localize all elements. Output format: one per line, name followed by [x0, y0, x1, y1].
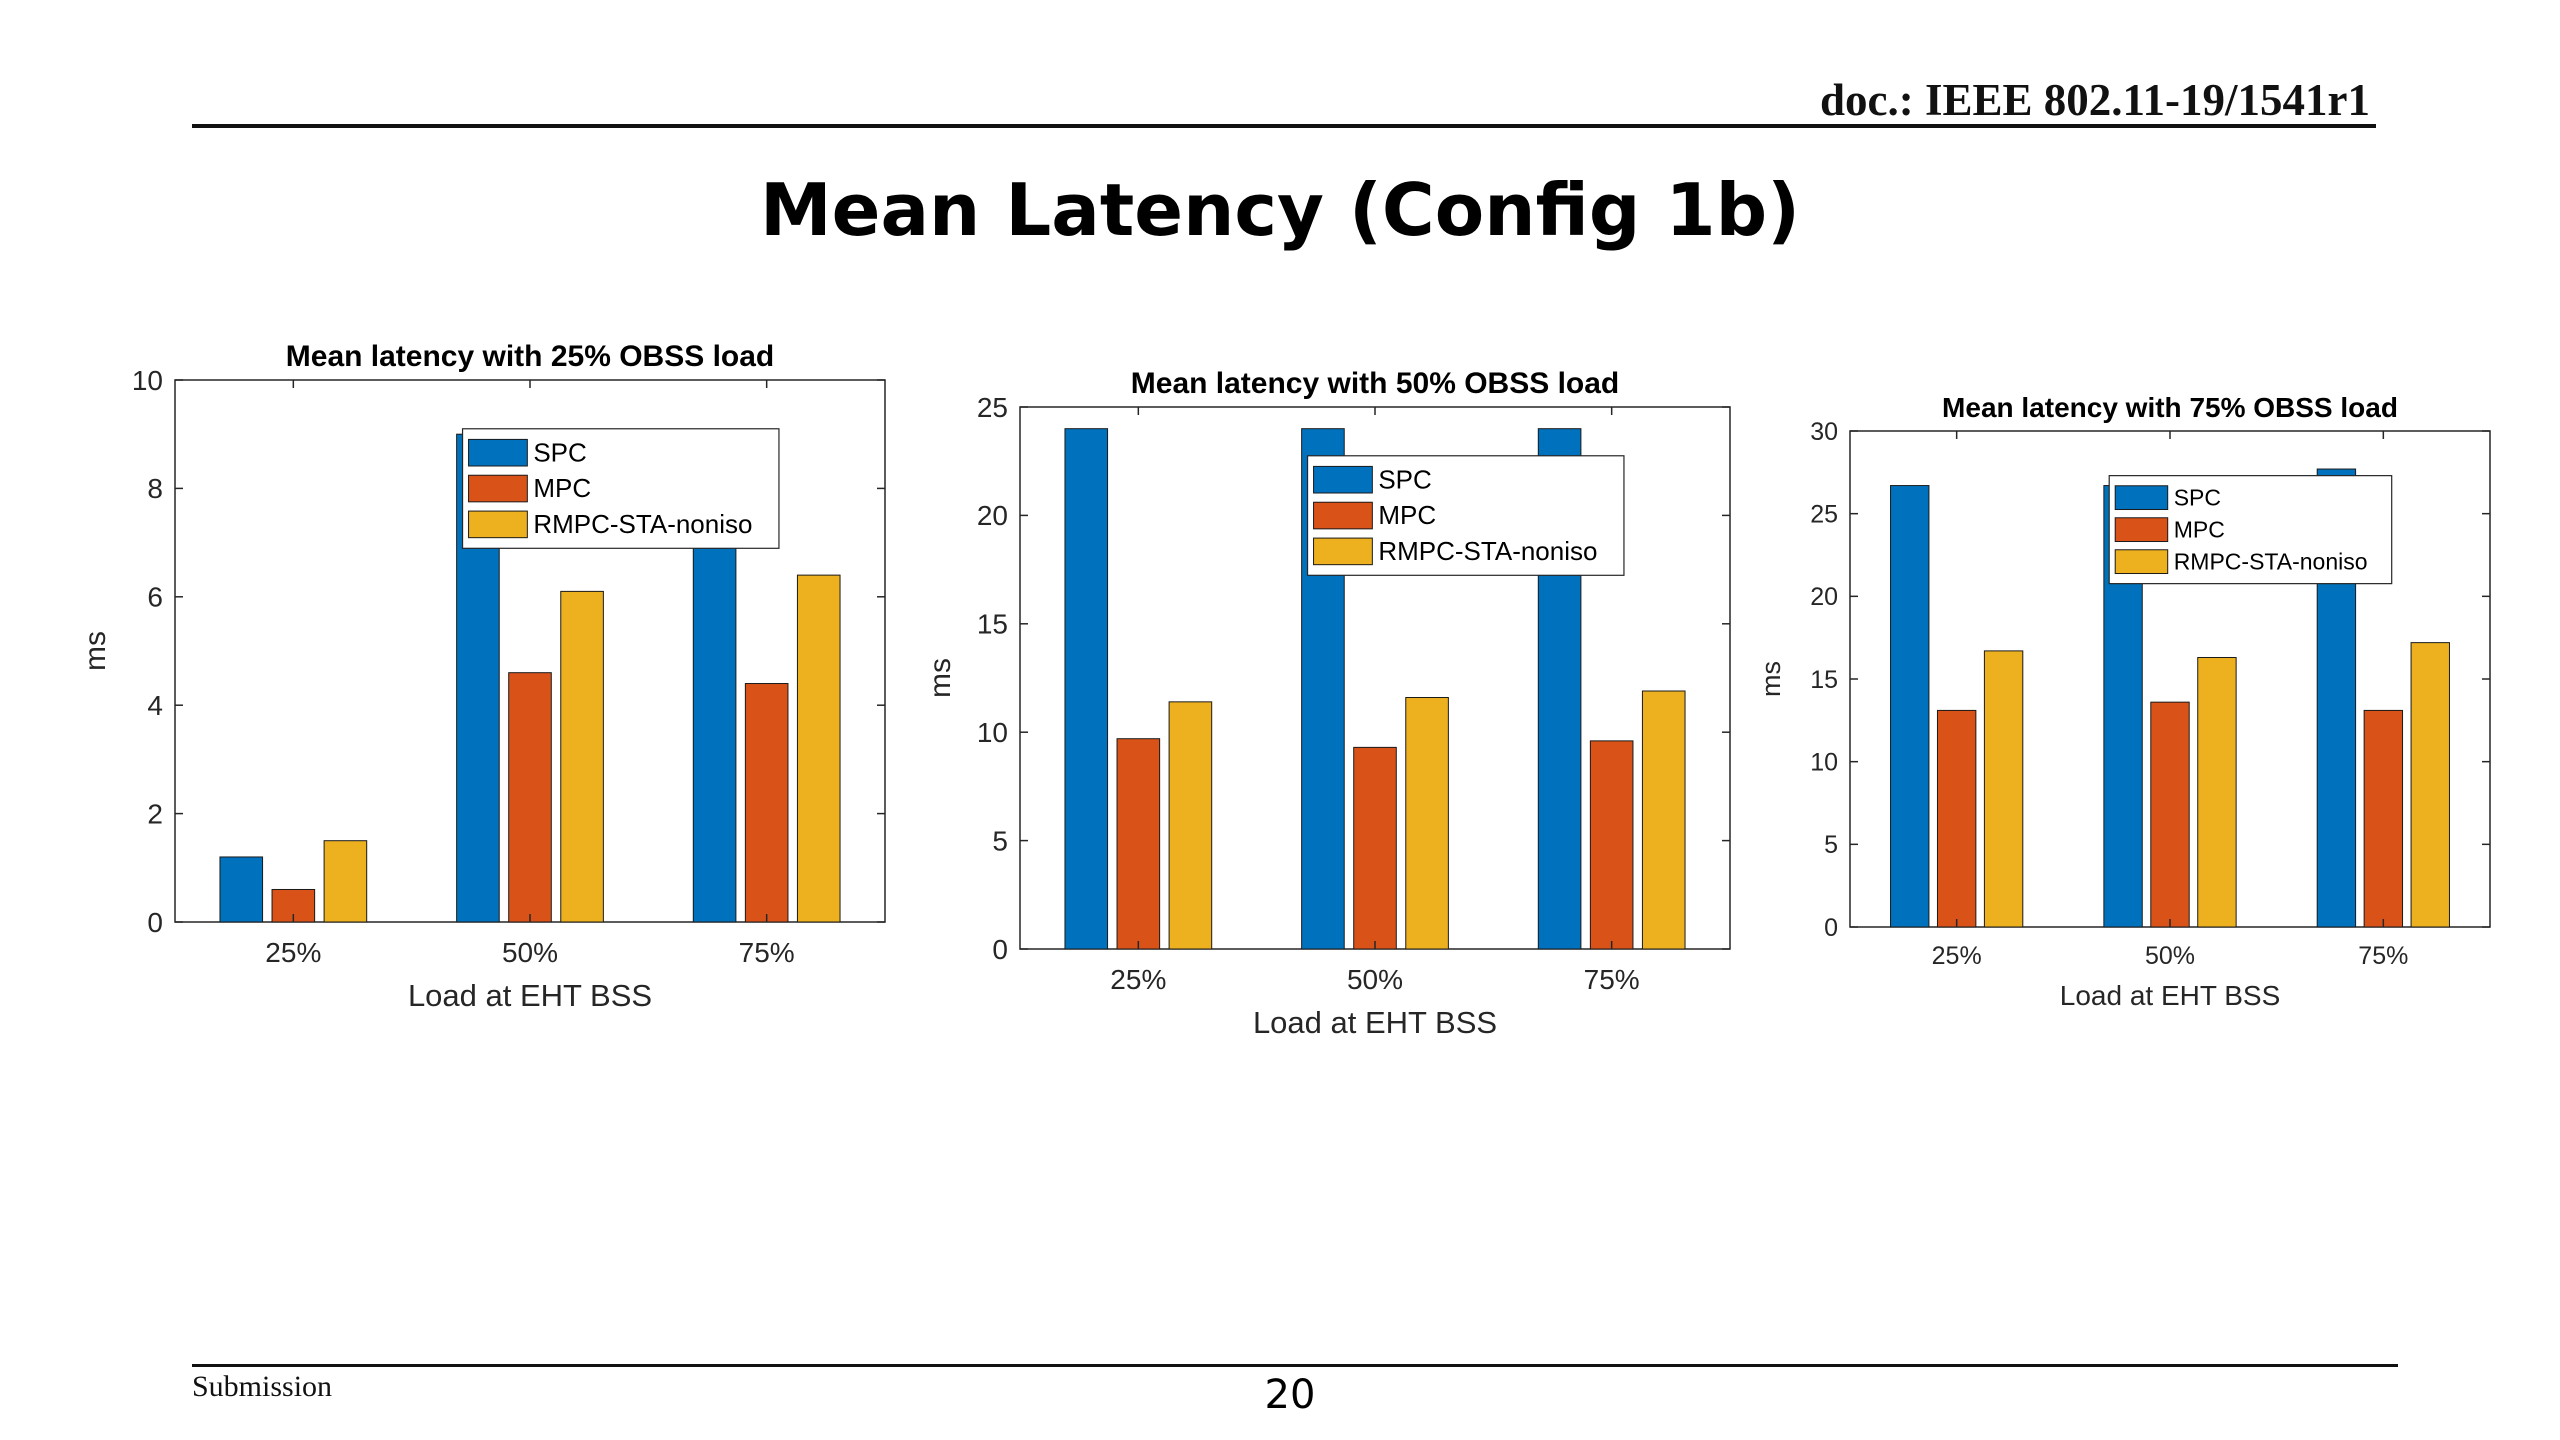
- slide-title: Mean Latency (Config 1b): [759, 168, 1801, 252]
- legend-swatch-rmpc-sta-noniso: [1313, 537, 1373, 566]
- legend-label: SPC: [2174, 484, 2221, 510]
- bar-spc: [219, 856, 264, 923]
- y-tick-label: 25: [977, 392, 1008, 423]
- x-tick-label: 50%: [2145, 942, 2195, 970]
- y-tick-label: 10: [1810, 748, 1838, 776]
- x-tick-label: 25%: [265, 937, 321, 968]
- header-rule: [192, 124, 2376, 128]
- legend-swatch-mpc: [2114, 517, 2169, 543]
- y-tick-label: 20: [1810, 583, 1838, 611]
- y-tick-label: 6: [147, 582, 163, 613]
- bar-spc: [1890, 485, 1930, 928]
- x-axis-label: Load at EHT BSS: [408, 978, 652, 1013]
- bar-mpc: [2363, 709, 2404, 928]
- y-tick-label: 0: [992, 934, 1008, 965]
- legend-swatch-mpc: [1313, 501, 1373, 530]
- bar-mpc: [1936, 709, 1977, 928]
- bar-mpc: [2150, 701, 2190, 928]
- bar-mpc: [1353, 746, 1397, 950]
- legend-label: RMPC-STA-noniso: [1378, 536, 1597, 566]
- footer-submission: Submission: [192, 1370, 333, 1403]
- y-tick-label: 0: [147, 907, 163, 938]
- y-tick-label: 10: [977, 717, 1008, 748]
- bar-rmpc-sta-noniso: [1641, 690, 1686, 950]
- x-tick-label: 75%: [1584, 964, 1640, 995]
- y-tick-label: 15: [977, 609, 1008, 640]
- chart-svg: 0 5 10 15 20 25 25% 50% 75% Mean latency with 50%…: [924, 367, 1731, 1040]
- x-tick-label: 50%: [502, 937, 558, 968]
- legend-swatch-mpc: [468, 474, 528, 503]
- x-tick-label: 50%: [1347, 964, 1403, 995]
- bar-rmpc-sta-noniso: [1168, 701, 1213, 950]
- page-number: 20: [1264, 1372, 1316, 1418]
- bar-rmpc-sta-noniso: [1983, 650, 2024, 928]
- bar-rmpc-sta-noniso: [1405, 697, 1449, 950]
- chart-obss-75: 0 5 10 15 20 25 30 25% 50% 75% Mean latency with 7…: [1756, 385, 2520, 1035]
- doc-id: doc.: IEEE 802.11-19/1541r1: [1819, 75, 2370, 125]
- legend-label: MPC: [2174, 516, 2225, 542]
- legend-label: MPC: [1378, 500, 1436, 530]
- y-tick-label: 20: [977, 500, 1008, 531]
- bar-rmpc-sta-noniso: [560, 590, 604, 923]
- y-tick-label: 15: [1810, 666, 1838, 694]
- bar-spc: [1064, 428, 1109, 950]
- bar-mpc: [744, 683, 789, 923]
- y-axis-label: ms: [924, 658, 957, 698]
- legend-swatch-rmpc-sta-noniso: [468, 510, 528, 539]
- chart-obss-25: 0 2 4 6 8 10 25% 50% 75% Mean latency with 25% OB…: [79, 330, 930, 1030]
- y-tick-label: 5: [992, 825, 1008, 856]
- x-tick-label: 75%: [2358, 942, 2408, 970]
- y-tick-label: 8: [147, 473, 163, 504]
- footer-rule: [192, 1364, 2398, 1367]
- y-tick-label: 2: [147, 798, 163, 829]
- chart-svg: 0 5 10 15 20 25 30 25% 50% 75% Mean latency with 7…: [1756, 392, 2491, 1011]
- legend-label: SPC: [533, 437, 586, 467]
- y-tick-label: 0: [1824, 914, 1838, 942]
- x-tick-label: 75%: [739, 937, 795, 968]
- chart-svg: 0 2 4 6 8 10 25% 50% 75% Mean latency with 25% OB…: [79, 340, 886, 1013]
- bar-rmpc-sta-noniso: [796, 574, 841, 923]
- bar-rmpc-sta-noniso: [2410, 642, 2450, 928]
- bar-rmpc-sta-noniso: [2197, 657, 2237, 928]
- y-tick-label: 25: [1810, 500, 1838, 528]
- y-tick-label: 10: [132, 365, 163, 396]
- legend-label: MPC: [533, 473, 591, 503]
- legend-swatch-spc: [1313, 465, 1373, 494]
- y-axis-label: ms: [1756, 661, 1786, 697]
- y-axis-label: ms: [79, 631, 112, 671]
- y-tick-label: 5: [1824, 831, 1838, 859]
- x-tick-label: 25%: [1110, 964, 1166, 995]
- chart-title: Mean latency with 50% OBSS load: [1131, 367, 1619, 400]
- chart-title: Mean latency with 75% OBSS load: [1942, 392, 2398, 423]
- bar-mpc: [1116, 738, 1161, 950]
- y-tick-label: 30: [1810, 418, 1838, 446]
- bar-mpc: [1589, 740, 1634, 950]
- x-tick-label: 25%: [1932, 942, 1982, 970]
- legend-swatch-spc: [2114, 485, 2169, 511]
- legend-label: SPC: [1378, 464, 1431, 494]
- legend-swatch-rmpc-sta-noniso: [2114, 549, 2169, 575]
- bar-mpc: [508, 672, 552, 923]
- legend-label: RMPC-STA-noniso: [2174, 548, 2368, 574]
- y-tick-label: 4: [147, 690, 163, 721]
- x-axis-label: Load at EHT BSS: [2060, 980, 2281, 1011]
- x-axis-label: Load at EHT BSS: [1253, 1005, 1497, 1040]
- legend-swatch-spc: [468, 438, 528, 467]
- chart-title: Mean latency with 25% OBSS load: [286, 340, 774, 373]
- legend-label: RMPC-STA-noniso: [533, 509, 752, 539]
- chart-obss-50: 0 5 10 15 20 25 25% 50% 75% Mean latency with 50%…: [924, 357, 1775, 1057]
- bar-rmpc-sta-noniso: [323, 840, 368, 923]
